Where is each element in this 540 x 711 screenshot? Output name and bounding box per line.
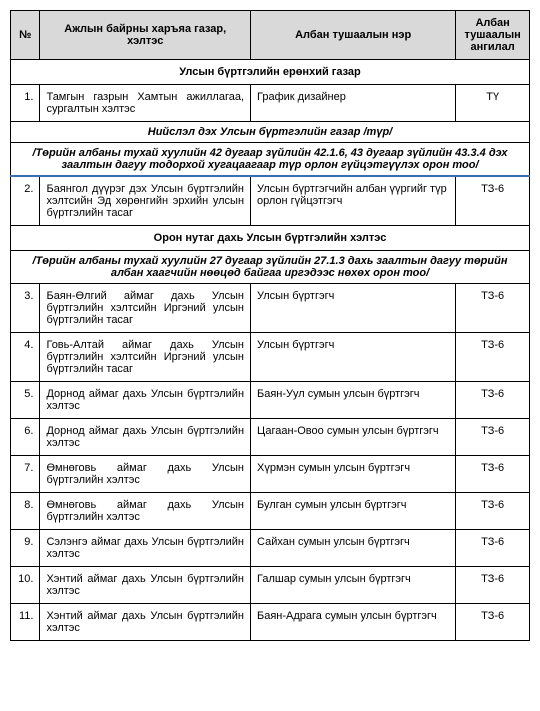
header-dept: Ажлын байрны харъяа газар, хэлтэс (40, 11, 251, 60)
row-pos: Хүрмэн сумын улсын бүртгэгч (251, 456, 456, 493)
row-num: 5. (11, 382, 40, 419)
row-rank: ТЗ-6 (456, 493, 530, 530)
row-rank: ТЗ-6 (456, 419, 530, 456)
row-pos: Улсын бүртгэгч (251, 333, 456, 382)
row-dept: Өмнөговь аймаг дахь Улсын бүртгэлийн хэл… (40, 493, 251, 530)
row-rank: ТЗ-6 (456, 567, 530, 604)
section-title: Улсын бүртгэлийн ерөнхий газар (11, 60, 530, 85)
row-rank: ТЗ-6 (456, 284, 530, 333)
row-rank: ТЗ-6 (456, 382, 530, 419)
row-num: 1. (11, 85, 40, 122)
row-num: 6. (11, 419, 40, 456)
row-dept: Тамгын газрын Хамтын ажиллагаа, сургалты… (40, 85, 251, 122)
row-num: 3. (11, 284, 40, 333)
row-pos: Баян-Адрага сумын улсын бүртгэгч (251, 604, 456, 641)
table-row: 7.Өмнөговь аймаг дахь Улсын бүртгэлийн х… (11, 456, 530, 493)
row-num: 11. (11, 604, 40, 641)
header-pos: Албан тушаалын нэр (251, 11, 456, 60)
row-rank: ТЗ-6 (456, 333, 530, 382)
table-row: 3.Баян-Өлгий аймаг дахь Улсын бүртгэлийн… (11, 284, 530, 333)
table-row: 5.Дорнод аймаг дахь Улсын бүртгэлийн хэл… (11, 382, 530, 419)
row-pos: Цагаан-Овоо сумын улсын бүртгэгч (251, 419, 456, 456)
header-rank: Албан тушаалын ангилал (456, 11, 530, 60)
row-dept: Дорнод аймаг дахь Улсын бүртгэлийн хэлтэ… (40, 419, 251, 456)
table-row: 8.Өмнөговь аймаг дахь Улсын бүртгэлийн х… (11, 493, 530, 530)
row-pos: Баян-Уул сумын улсын бүртгэгч (251, 382, 456, 419)
row-num: 4. (11, 333, 40, 382)
row-dept: Баянгол дүүрэг дэх Улсын бүртгэлийн хэлт… (40, 176, 251, 226)
row-pos: Галшар сумын улсын бүртгэгч (251, 567, 456, 604)
row-dept: Өмнөговь аймаг дахь Улсын бүртгэлийн хэл… (40, 456, 251, 493)
row-pos: Улсын бүртгэгч (251, 284, 456, 333)
row-rank: ТЗ-6 (456, 530, 530, 567)
row-dept: Баян-Өлгий аймаг дахь Улсын бүртгэлийн х… (40, 284, 251, 333)
section-title: /Төрийн албаны тухай хуулийн 27 дугаар з… (11, 251, 530, 284)
row-dept: Хэнтий аймаг дахь Улсын бүртгэлийн хэлтэ… (40, 567, 251, 604)
row-rank: ТҮ (456, 85, 530, 122)
table-row: 11.Хэнтий аймаг дахь Улсын бүртгэлийн хэ… (11, 604, 530, 641)
row-num: 9. (11, 530, 40, 567)
section-title: Нийслэл дэх Улсын бүртгэлийн газар /түр/ (11, 122, 530, 143)
table-row: 10.Хэнтий аймаг дахь Улсын бүртгэлийн хэ… (11, 567, 530, 604)
header-num: № (11, 11, 40, 60)
row-rank: ТЗ-6 (456, 176, 530, 226)
row-pos: Булган сумын улсын бүртгэгч (251, 493, 456, 530)
section-title: Орон нутаг дахь Улсын бүртгэлийн хэлтэс (11, 226, 530, 251)
row-num: 8. (11, 493, 40, 530)
row-dept: Сэлэнгэ аймаг дахь Улсын бүртгэлийн хэлт… (40, 530, 251, 567)
table-row: 4.Говь-Алтай аймаг дахь Улсын бүртгэлийн… (11, 333, 530, 382)
section-title: /Төрийн албаны тухай хуулийн 42 дугаар з… (11, 143, 530, 177)
row-pos: Сайхан сумын улсын бүртгэгч (251, 530, 456, 567)
row-num: 2. (11, 176, 40, 226)
header-row: № Ажлын байрны харъяа газар, хэлтэс Алба… (11, 11, 530, 60)
row-rank: ТЗ-6 (456, 456, 530, 493)
row-rank: ТЗ-6 (456, 604, 530, 641)
row-dept: Хэнтий аймаг дахь Улсын бүртгэлийн хэлтэ… (40, 604, 251, 641)
positions-table: № Ажлын байрны харъяа газар, хэлтэс Алба… (10, 10, 530, 641)
table-row: 9.Сэлэнгэ аймаг дахь Улсын бүртгэлийн хэ… (11, 530, 530, 567)
row-pos: График дизайнер (251, 85, 456, 122)
row-num: 10. (11, 567, 40, 604)
row-num: 7. (11, 456, 40, 493)
table-row: 2.Баянгол дүүрэг дэх Улсын бүртгэлийн хэ… (11, 176, 530, 226)
row-dept: Говь-Алтай аймаг дахь Улсын бүртгэлийн х… (40, 333, 251, 382)
table-row: 1.Тамгын газрын Хамтын ажиллагаа, сургал… (11, 85, 530, 122)
row-dept: Дорнод аймаг дахь Улсын бүртгэлийн хэлтэ… (40, 382, 251, 419)
table-row: 6.Дорнод аймаг дахь Улсын бүртгэлийн хэл… (11, 419, 530, 456)
row-pos: Улсын бүртгэгчийн албан үүргийг түр орло… (251, 176, 456, 226)
